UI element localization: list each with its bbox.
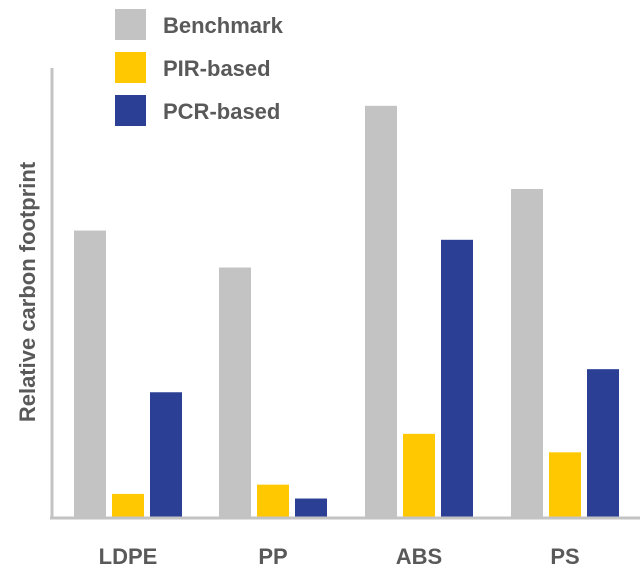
bar-abs-pcr-based [441,239,473,518]
bar-pp-pir-based [257,484,289,517]
x-tick-label-ldpe: LDPE [99,544,158,569]
x-tick-label-pp: PP [258,544,287,569]
legend-label-benchmark: Benchmark [163,13,284,38]
bar-ldpe-benchmark [74,230,106,517]
legend-swatch-pcr-based [115,95,146,126]
legend-swatch-pir-based [115,52,146,83]
bars [74,105,619,518]
legend-swatch-benchmark [115,9,146,40]
bar-ps-benchmark [511,188,543,518]
y-axis-label: Relative carbon footprint [15,161,40,422]
x-tick-label-abs: ABS [396,544,442,569]
bar-abs-benchmark [365,105,397,517]
bar-ldpe-pir-based [112,493,144,517]
bar-ps-pcr-based [587,369,619,517]
bar-abs-pir-based [403,433,435,517]
x-tick-label-ps: PS [550,544,579,569]
legend-label-pir-based: PIR-based [163,56,271,81]
legend: Benchmark PIR-based PCR-based [115,9,284,126]
bar-pp-benchmark [219,267,251,517]
x-tick-labels: LDPE PP ABS PS [99,544,580,569]
bar-pp-pcr-based [295,498,327,517]
legend-label-pcr-based: PCR-based [163,99,280,124]
bar-ps-pir-based [549,452,581,517]
bar-ldpe-pcr-based [150,392,182,517]
